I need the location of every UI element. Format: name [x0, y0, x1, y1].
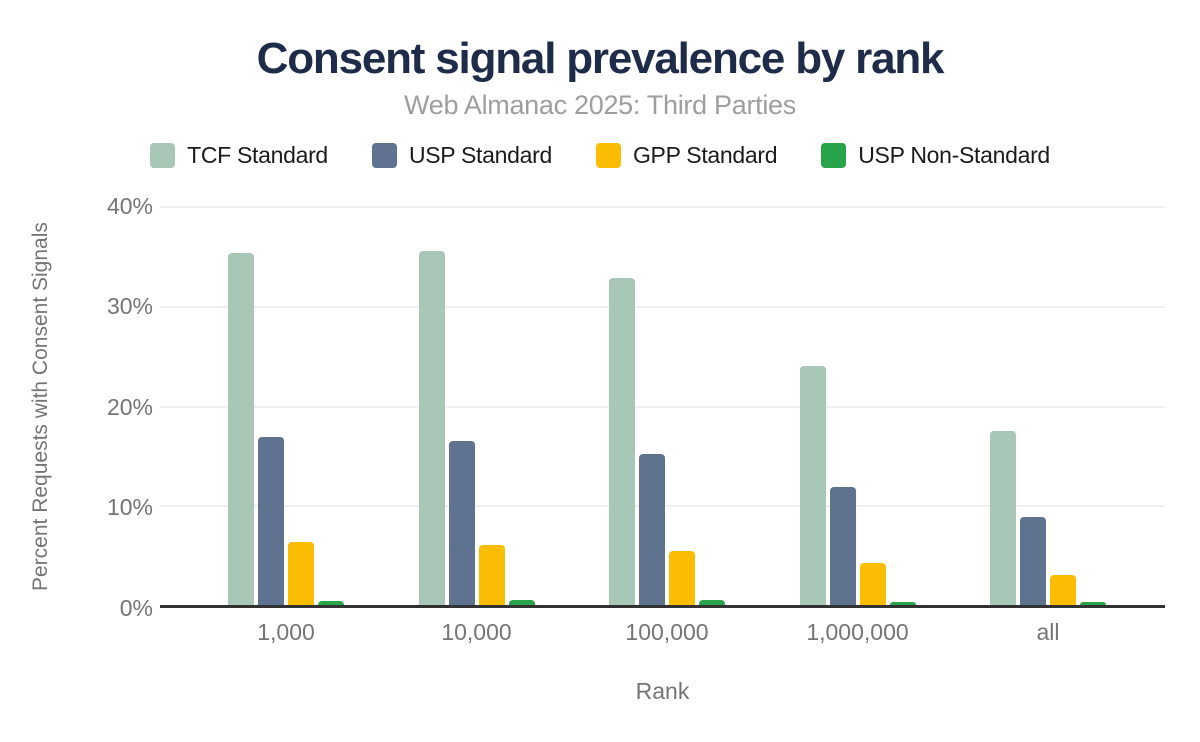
y-tick-label: 0% — [119, 595, 153, 621]
gridline — [160, 405, 1165, 408]
legend-swatch-icon — [150, 143, 176, 168]
plot-area: 1,000 10,000 100,000 1,000,000 all — [160, 206, 1165, 645]
bar-usp-non-standard — [318, 601, 344, 605]
gridline — [160, 305, 1165, 308]
legend-label: USP Non-Standard — [858, 142, 1050, 168]
legend-swatch-icon — [821, 143, 847, 168]
bar-usp-non-standard — [699, 600, 725, 605]
bar-usp-non-standard — [508, 600, 535, 605]
y-tick-label: 30% — [106, 293, 153, 319]
bar-tcf-standard — [609, 277, 635, 605]
bars-row: 1,000 10,000 100,000 1,000,000 all — [160, 206, 1165, 645]
legend-label: GPP Standard — [632, 142, 778, 168]
bar-gpp-standard — [669, 551, 695, 605]
gridline — [160, 206, 1165, 208]
bar-gpp-standard — [859, 563, 886, 605]
legend-swatch-icon — [371, 143, 397, 168]
y-tick-label: 10% — [106, 494, 153, 520]
bar-usp-standard — [829, 487, 856, 605]
bar-usp-standard — [258, 437, 284, 605]
y-axis-title: Percent Requests with Consent Signals — [29, 222, 52, 592]
bar-group-100-000: 100,000 — [609, 206, 725, 645]
x-tick-label: 1,000,000 — [806, 619, 909, 645]
legend-label: TCF Standard — [187, 142, 328, 168]
bar-group-all: all — [990, 206, 1106, 645]
bar-group-10-000: 10,000 — [418, 206, 535, 645]
x-tick-label: 100,000 — [625, 619, 709, 645]
legend-swatch-icon — [595, 143, 621, 168]
x-axis-title: Rank — [635, 678, 690, 704]
x-tick-label: 10,000 — [441, 619, 512, 645]
legend-item-gpp-standard: GPP Standard — [595, 142, 778, 169]
legend-item-usp-non-standard: USP Non-Standard — [821, 142, 1050, 169]
bar-gpp-standard — [478, 545, 505, 605]
bar-gpp-standard — [288, 542, 314, 605]
bar-group-1-000-000: 1,000,000 — [799, 206, 916, 645]
bar-tcf-standard — [799, 365, 826, 605]
legend-item-tcf-standard: TCF Standard — [150, 142, 328, 169]
bar-gpp-standard — [1050, 575, 1076, 605]
chart-subtitle: Web Almanac 2025: Third Parties — [404, 90, 796, 120]
y-tick-label: 40% — [106, 193, 153, 219]
bar-usp-standard — [639, 454, 665, 605]
x-tick-label: 1,000 — [257, 619, 315, 645]
legend-label: USP Standard — [408, 142, 552, 168]
bar-group-1-000: 1,000 — [228, 206, 344, 645]
bar-tcf-standard — [418, 250, 445, 605]
legend: TCF Standard USP Standard GPP Standard U… — [0, 142, 1200, 169]
x-tick-label: all — [1036, 619, 1060, 645]
bar-usp-standard — [1020, 517, 1046, 605]
bar-tcf-standard — [990, 431, 1016, 605]
bar-usp-non-standard — [1080, 602, 1106, 605]
y-tick-label: 20% — [106, 394, 153, 420]
chart-title: Consent signal prevalence by rank — [256, 34, 945, 83]
bar-tcf-standard — [228, 252, 254, 605]
legend-item-usp-standard: USP Standard — [371, 142, 552, 169]
bar-usp-non-standard — [889, 602, 916, 605]
bar-usp-standard — [448, 441, 475, 605]
